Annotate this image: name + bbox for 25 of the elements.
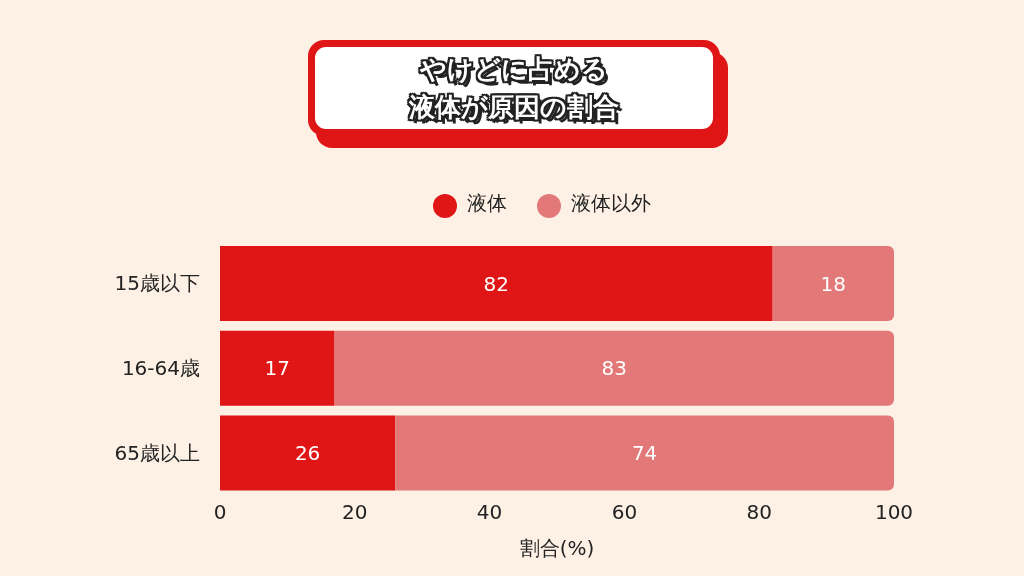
data-label: 74 [631,441,658,466]
bar [334,330,894,406]
data-label: 82 [483,271,510,296]
x-tick-label: 80 [746,500,772,525]
y-tick-label: 15歳以下 [114,271,200,296]
y-tick-label: 16-64歳 [121,356,200,381]
y-tick-label: 65歳以上 [114,440,200,465]
chart-title: やけどに占める液体が原因の割合 [406,53,624,126]
bar [220,415,396,491]
x-tick-label: 20 [342,500,368,525]
bar [220,246,773,322]
data-label: 17 [264,356,291,381]
x-tick-label: 40 [476,500,503,525]
legend-label: 液体 [467,191,507,215]
data-label: 83 [601,356,628,381]
bar [395,415,894,491]
data-label: 26 [294,441,321,466]
bar [772,246,894,322]
x-tick-label: 60 [611,500,638,525]
bar [220,330,335,406]
data-label: 18 [820,271,847,296]
x-axis-title: 割合(%) [519,536,595,560]
legend-label: 液体以外 [571,191,651,215]
x-tick-label: 100 [874,500,914,525]
x-tick-label: 0 [213,500,227,525]
